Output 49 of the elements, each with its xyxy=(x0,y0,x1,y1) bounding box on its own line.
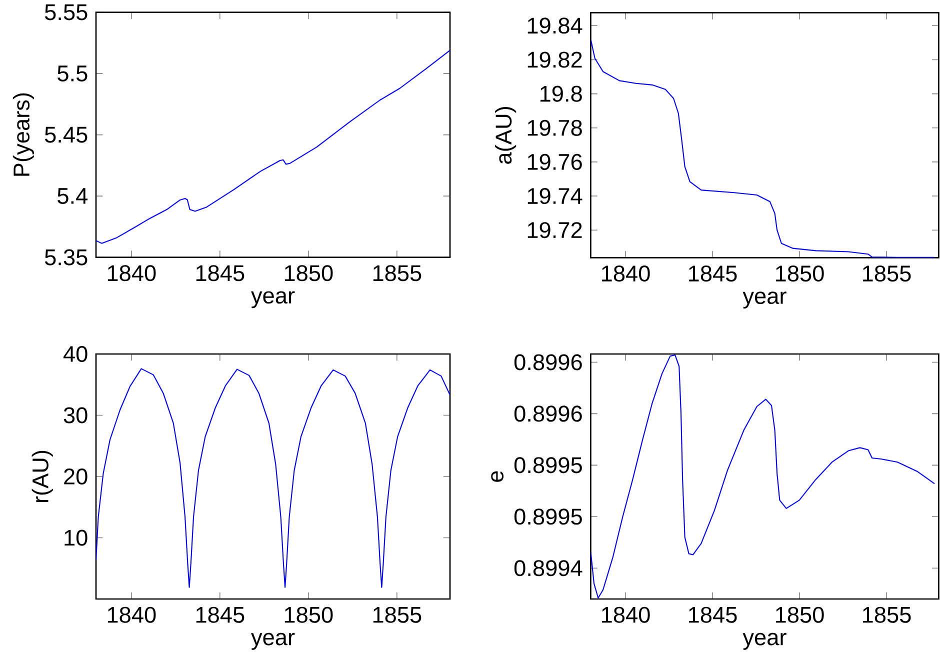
y-tick-label: 0.8996 xyxy=(514,406,582,422)
y-tick-label: 5.55 xyxy=(44,4,88,20)
y-tick-label: 19.84 xyxy=(528,18,582,34)
y-tick-label: 0.8996 xyxy=(514,354,582,370)
y-tick-label: 19.72 xyxy=(528,222,582,238)
x-axis-title: year xyxy=(251,291,295,308)
line-series xyxy=(96,368,450,588)
y-tick-label: 19.82 xyxy=(528,52,582,68)
x-axis-title: year xyxy=(251,632,295,650)
x-tick-label: 1855 xyxy=(863,266,911,282)
y-tick-label: 0.8994 xyxy=(514,560,582,576)
x-tick-label: 1850 xyxy=(776,606,824,623)
y-tick-label: 10 xyxy=(64,530,88,546)
y-tick-label: 20 xyxy=(64,468,88,485)
x-tick-label: 1845 xyxy=(689,266,737,282)
x-tick-label: 1850 xyxy=(776,266,824,282)
y-tick-label: 0.8995 xyxy=(514,457,582,474)
x-tick-label: 1855 xyxy=(373,606,422,623)
x-tick-label: 1845 xyxy=(196,265,244,282)
line-series xyxy=(590,354,936,599)
x-tick-label: 1855 xyxy=(373,265,422,282)
y-tick-label: 19.8 xyxy=(540,86,582,102)
x-tick-label: 1840 xyxy=(108,606,156,623)
y-tick-label: 5.45 xyxy=(44,126,88,143)
x-tick-label: 1845 xyxy=(196,606,244,623)
y-axis-title: a(AU) xyxy=(495,107,516,164)
x-axis-title: year xyxy=(742,632,786,650)
y-tick-label: 19.74 xyxy=(528,188,582,204)
y-tick-label: 40 xyxy=(63,346,88,362)
y-axis-title: P(years) xyxy=(12,93,34,176)
y-tick-label: 30 xyxy=(64,407,88,424)
x-tick-label: 1840 xyxy=(602,266,650,282)
x-tick-label: 1840 xyxy=(602,606,650,623)
x-tick-label: 1845 xyxy=(689,606,737,623)
x-tick-label: 1840 xyxy=(108,265,156,282)
x-axis-title: year xyxy=(742,292,786,309)
y-axis-title: r(AU) xyxy=(32,450,53,502)
x-tick-label: 1850 xyxy=(284,265,333,282)
y-tick-label: 0.8995 xyxy=(514,508,582,525)
y-axis-title: e xyxy=(491,471,504,482)
y-tick-label: 19.78 xyxy=(528,120,582,136)
line-series xyxy=(96,50,450,244)
line-series xyxy=(590,38,936,258)
x-tick-label: 1850 xyxy=(284,606,333,623)
x-tick-label: 1855 xyxy=(863,606,911,623)
y-tick-label: 5.35 xyxy=(44,249,88,266)
y-tick-label: 5.5 xyxy=(58,66,88,82)
y-tick-label: 19.76 xyxy=(528,154,582,170)
y-tick-label: 5.4 xyxy=(58,188,88,204)
